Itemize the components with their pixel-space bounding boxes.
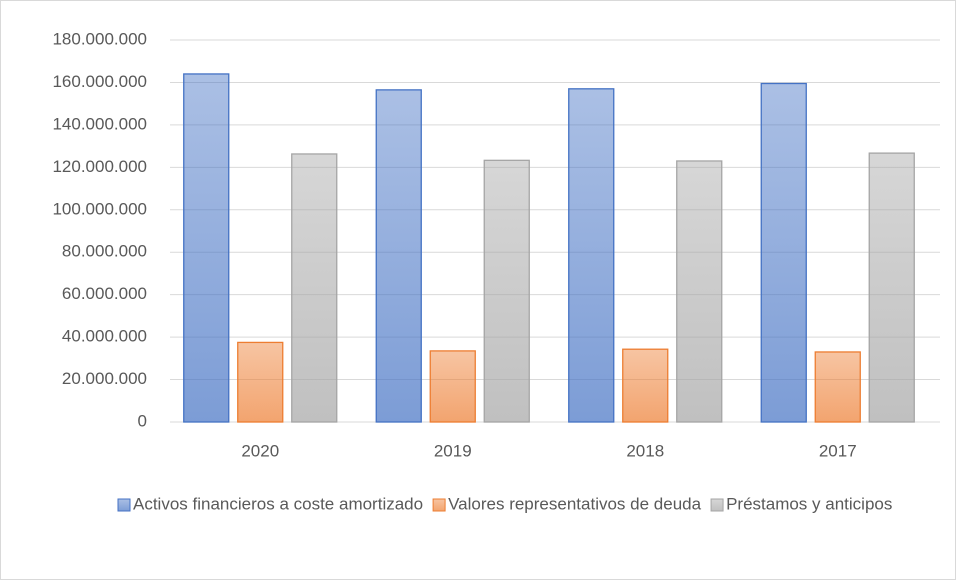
bar <box>814 351 861 423</box>
y-tick-label: 160.000.000 <box>52 72 147 91</box>
y-tick-label: 40.000.000 <box>62 327 147 346</box>
y-tick-label: 180.000.000 <box>52 29 147 48</box>
y-tick-label: 100.000.000 <box>52 199 147 218</box>
x-tick-label: 2018 <box>626 441 664 460</box>
bar <box>429 350 476 423</box>
legend-label: Valores representativos de deuda <box>448 494 702 513</box>
bar <box>483 159 530 423</box>
y-tick-label: 20.000.000 <box>62 369 147 388</box>
bar <box>676 160 723 423</box>
y-tick-label: 120.000.000 <box>52 157 147 176</box>
legend-swatch <box>710 498 724 512</box>
legend-swatch <box>117 498 131 512</box>
bar <box>291 153 338 423</box>
bar <box>760 82 807 423</box>
x-tick-label: 2017 <box>819 441 857 460</box>
bar <box>375 89 422 423</box>
y-tick-label: 140.000.000 <box>52 114 147 133</box>
y-tick-label: 60.000.000 <box>62 284 147 303</box>
y-tick-label: 0 <box>138 411 147 430</box>
x-tick-label: 2020 <box>241 441 279 460</box>
legend-label: Activos financieros a coste amortizado <box>133 494 423 513</box>
bar <box>568 88 615 423</box>
x-tick-label: 2019 <box>434 441 472 460</box>
bar <box>622 348 669 423</box>
bar <box>237 341 284 423</box>
bar <box>868 152 915 423</box>
bar <box>183 73 230 423</box>
y-tick-label: 80.000.000 <box>62 242 147 261</box>
legend-label: Préstamos y anticipos <box>726 494 892 513</box>
legend-swatch <box>432 498 446 512</box>
